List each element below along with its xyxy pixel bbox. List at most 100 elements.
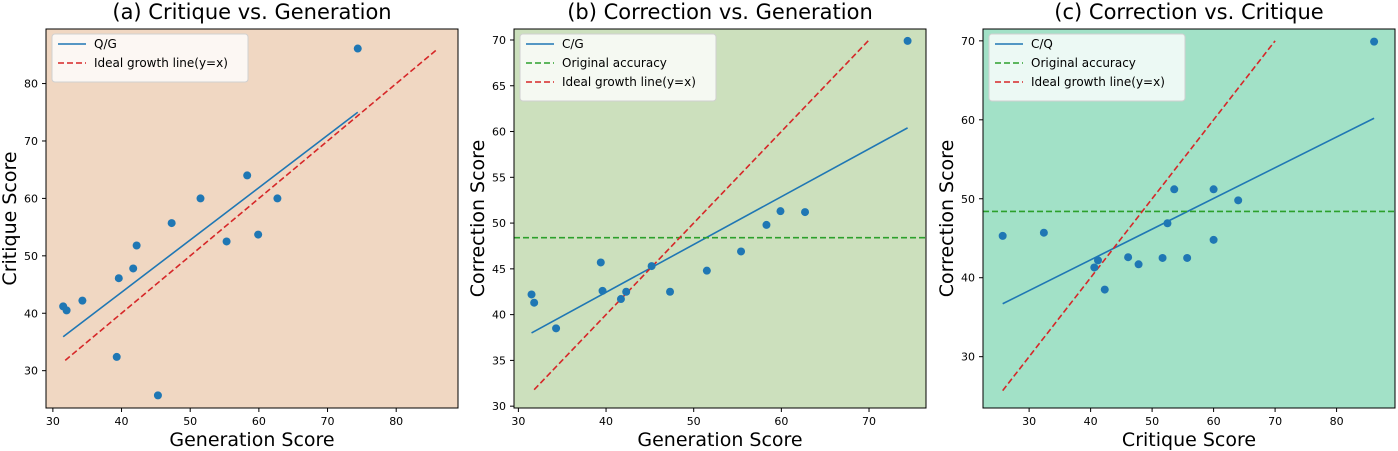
x-tick-label: 30 — [46, 415, 60, 428]
data-point — [527, 290, 536, 299]
legend-label: Original accuracy — [562, 56, 667, 70]
y-axis-label: Correction Score — [467, 140, 489, 298]
data-point — [530, 298, 539, 307]
data-point — [114, 274, 123, 283]
y-axis-label: Correction Score — [936, 140, 958, 298]
data-point — [647, 262, 656, 271]
data-point — [1209, 185, 1218, 194]
legend-box — [988, 33, 1186, 102]
data-point — [737, 247, 746, 256]
data-point — [167, 219, 176, 228]
legend-label: C/Q — [1031, 37, 1053, 51]
data-point — [273, 194, 282, 203]
legend-label: Ideal growth line(y=x) — [94, 56, 228, 70]
y-tick-label: 50 — [24, 250, 38, 263]
data-point — [598, 286, 607, 295]
chart-title: (a) Critique vs. Generation — [112, 0, 391, 24]
x-tick-label: 30 — [1022, 415, 1036, 428]
data-point — [1100, 285, 1109, 294]
chart-title: (c) Correction vs. Critique — [1054, 0, 1323, 24]
y-tick-label: 60 — [492, 126, 506, 139]
data-point — [222, 237, 231, 246]
data-point — [1209, 235, 1218, 244]
x-tick-label: 70 — [321, 415, 335, 428]
x-tick-label: 40 — [115, 415, 129, 428]
y-tick-label: 40 — [492, 309, 506, 322]
fit-line — [1002, 117, 1375, 305]
data-point — [1370, 37, 1379, 46]
x-tick-label: 70 — [1268, 415, 1282, 428]
legend-label: C/G — [562, 37, 584, 51]
plot-layer — [59, 44, 438, 400]
y-tick-label: 50 — [961, 193, 975, 206]
data-point — [1039, 228, 1048, 237]
plot-frame — [513, 28, 927, 409]
data-point — [616, 295, 625, 304]
y-tick-label: 70 — [961, 35, 975, 48]
data-point — [622, 287, 631, 296]
data-point — [1124, 253, 1133, 262]
data-point — [112, 352, 121, 361]
ideal-growth-line — [1002, 40, 1276, 392]
plot-layer — [514, 36, 926, 391]
y-tick-label: 80 — [24, 78, 38, 91]
plot-area — [46, 29, 458, 408]
data-point — [1163, 219, 1172, 228]
legend: Q/G Ideal growth line(y=x) — [51, 33, 249, 83]
legend-box — [519, 33, 717, 102]
data-point — [1090, 263, 1099, 272]
y-tick-label: 30 — [24, 365, 38, 378]
chart-panel-1: 30 40 50 60 70 30 35 40 45 50 55 60 65 70 (b) Correcti… — [467, 0, 927, 451]
x-tick-label: 80 — [1330, 415, 1344, 428]
data-point — [903, 36, 912, 45]
data-point — [801, 208, 810, 217]
y-tick-label: 70 — [492, 34, 506, 47]
data-point — [243, 171, 252, 180]
x-axis-label: Generation Score — [637, 429, 802, 451]
x-tick-label: 30 — [511, 415, 525, 428]
data-point — [153, 391, 162, 400]
data-point — [596, 258, 605, 267]
x-axis-label: Critique Score — [1122, 429, 1256, 451]
data-point — [1158, 253, 1167, 262]
y-tick-label: 30 — [492, 400, 506, 413]
y-tick-label: 40 — [24, 307, 38, 320]
x-axis-label: Generation Score — [169, 429, 334, 451]
data-point — [353, 44, 362, 53]
data-point — [1134, 260, 1143, 269]
x-tick-label: 70 — [862, 415, 876, 428]
data-point — [1183, 253, 1192, 262]
plot-frame — [982, 28, 1396, 409]
data-point — [702, 266, 711, 275]
x-tick-label: 60 — [1207, 415, 1221, 428]
y-tick-label: 50 — [492, 217, 506, 230]
y-tick-label: 60 — [961, 114, 975, 127]
chart-panel-0: 30 40 50 60 70 80 30 40 50 60 70 80 (a) Critique vs.… — [0, 0, 459, 451]
data-point — [1093, 256, 1102, 265]
data-point — [1234, 196, 1243, 205]
y-axis-label: Critique Score — [0, 151, 21, 285]
legend-label: Original accuracy — [1031, 56, 1136, 70]
data-point — [666, 287, 675, 296]
x-tick-label: 50 — [1145, 415, 1159, 428]
data-point — [129, 264, 138, 273]
y-tick-label: 70 — [24, 135, 38, 148]
x-tick-label: 50 — [183, 415, 197, 428]
legend: C/Q Original accuracy Ideal growth line(y=… — [988, 33, 1186, 102]
legend: C/G Original accuracy Ideal growth line(y=… — [519, 33, 717, 102]
data-point — [78, 296, 87, 305]
data-point — [776, 207, 785, 216]
x-tick-label: 40 — [599, 415, 613, 428]
plot-frame — [45, 28, 459, 409]
data-point — [254, 230, 263, 239]
y-tick-label: 30 — [961, 351, 975, 364]
y-tick-label: 35 — [492, 354, 506, 367]
plot-layer — [983, 37, 1395, 392]
data-point — [62, 306, 71, 315]
chart-panel-2: 30 40 50 60 70 80 30 40 50 60 70 (c) Correction vs.… — [936, 0, 1396, 451]
y-tick-label: 60 — [24, 192, 38, 205]
legend-label: Q/G — [94, 37, 117, 51]
x-tick-label: 50 — [687, 415, 701, 428]
y-tick-label: 40 — [961, 272, 975, 285]
